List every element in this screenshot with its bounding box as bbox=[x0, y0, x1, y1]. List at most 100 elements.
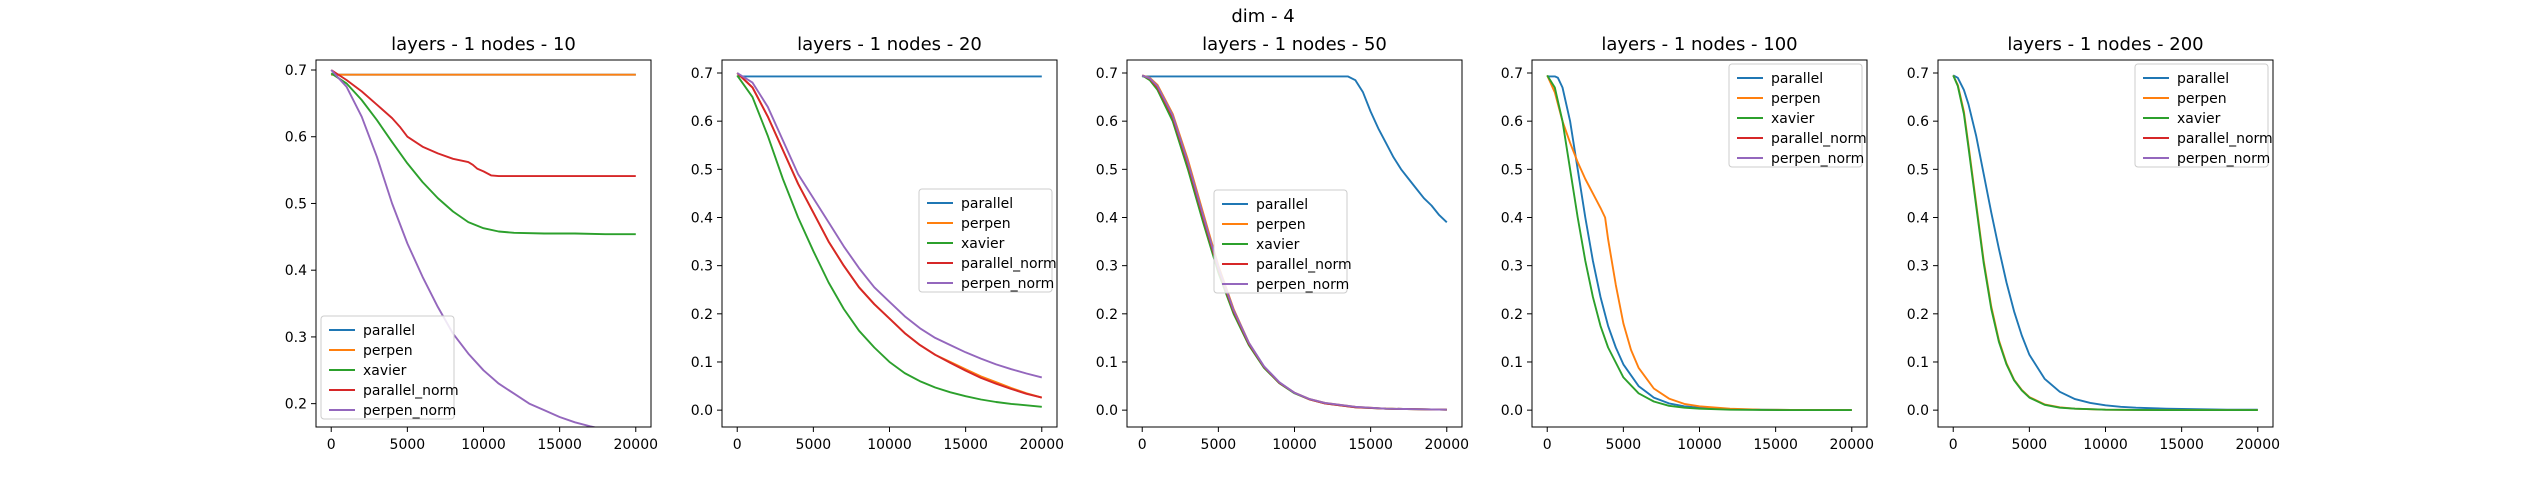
y-tick-label: 0.1 bbox=[1501, 355, 1523, 371]
y-tick-label: 0.0 bbox=[691, 403, 713, 419]
y-tick-label: 0.5 bbox=[285, 196, 307, 212]
x-tick-label: 5000 bbox=[390, 437, 426, 453]
x-tick-label: 20000 bbox=[2235, 437, 2280, 453]
y-tick-label: 0.4 bbox=[1907, 210, 1929, 226]
y-tick-label: 0.7 bbox=[1096, 66, 1118, 82]
legend-label-parallel: parallel bbox=[1771, 71, 1823, 87]
legend-label-xavier: xavier bbox=[363, 363, 407, 379]
y-tick-label: 0.2 bbox=[285, 397, 307, 413]
legend-label-xavier: xavier bbox=[2177, 111, 2221, 127]
x-tick-label: 0 bbox=[1949, 437, 1958, 453]
series-line-parallel bbox=[1952, 74, 2258, 411]
legend: parallel perpen xavier parallel_norm perpen_… bbox=[1728, 63, 1867, 168]
series-lines bbox=[736, 72, 1043, 408]
x-tick-label: 10000 bbox=[1677, 437, 1722, 453]
legend-box bbox=[1728, 63, 1863, 168]
y-tick-label: 0.6 bbox=[691, 114, 713, 130]
legend-box bbox=[2134, 63, 2269, 168]
legend-label-xavier: xavier bbox=[1771, 111, 1815, 127]
y-tick-label: 0.3 bbox=[1907, 259, 1929, 275]
y-tick-label: 0.4 bbox=[1096, 210, 1118, 226]
y-tick-label: 0.4 bbox=[1501, 210, 1523, 226]
x-tick-label: 20000 bbox=[613, 437, 658, 453]
y-tick-label: 0.2 bbox=[1907, 307, 1929, 323]
y-tick-label: 0.2 bbox=[691, 307, 713, 323]
y-tick-label: 0.2 bbox=[1501, 307, 1523, 323]
y-tick-label: 0.3 bbox=[1501, 259, 1523, 275]
y-tick-label: 0.6 bbox=[1096, 114, 1118, 130]
series-line-xavier bbox=[1952, 75, 2258, 412]
x-tick-label: 0 bbox=[327, 437, 336, 453]
y-tick-label: 0.7 bbox=[1501, 66, 1523, 82]
series-line-xavier bbox=[736, 74, 1042, 408]
x-tick-label: 10000 bbox=[867, 437, 912, 453]
y-tick-label: 0.6 bbox=[285, 130, 307, 146]
series-lines bbox=[1141, 74, 1448, 411]
y-tick-label: 0.3 bbox=[691, 259, 713, 275]
legend-label-perpen_norm: perpen_norm bbox=[363, 403, 456, 419]
y-tick-label: 0.1 bbox=[1907, 355, 1929, 371]
x-tick-label: 5000 bbox=[1201, 437, 1237, 453]
legend-label-parallel_norm: parallel_norm bbox=[1771, 131, 1867, 147]
y-tick-label: 0.1 bbox=[691, 355, 713, 371]
x-tick-label: 5000 bbox=[2012, 437, 2048, 453]
y-tick-label: 0.4 bbox=[691, 210, 713, 226]
legend-label-xavier: xavier bbox=[961, 236, 1005, 252]
series-line-perpen_norm bbox=[736, 72, 1043, 379]
x-tick-label: 10000 bbox=[2083, 437, 2128, 453]
legend-label-parallel: parallel bbox=[2177, 71, 2229, 87]
legend-label-perpen: perpen bbox=[1256, 217, 1306, 233]
figure-title: dim - 4 bbox=[1231, 6, 1294, 27]
y-tick-label: 0.4 bbox=[285, 263, 307, 279]
series-line-perpen_norm bbox=[1141, 74, 1447, 411]
series-lines bbox=[1952, 74, 2258, 412]
series-line-xavier bbox=[1546, 74, 1852, 412]
y-tick-label: 0.0 bbox=[1096, 403, 1118, 419]
y-tick-label: 0.5 bbox=[691, 162, 713, 178]
subplot-3: layers - 1 nodes - 50 0 5000 10000 15000 2000… bbox=[1096, 34, 1469, 453]
x-tick-label: 0 bbox=[1138, 437, 1147, 453]
legend: parallel perpen xavier parallel_norm perpen_… bbox=[918, 188, 1057, 293]
legend-label-parallel: parallel bbox=[1256, 197, 1308, 213]
legend-label-perpen: perpen bbox=[2177, 91, 2227, 107]
legend-label-parallel_norm: parallel_norm bbox=[363, 383, 459, 399]
x-tick-label: 20000 bbox=[1829, 437, 1874, 453]
subplot-1: layers - 1 nodes - 10 0 5000 10000 15000 2000… bbox=[285, 34, 658, 453]
legend-label-perpen: perpen bbox=[1771, 91, 1821, 107]
legend-label-perpen_norm: perpen_norm bbox=[1256, 277, 1349, 293]
legend: parallel perpen xavier parallel_norm perpen_… bbox=[2134, 63, 2273, 168]
y-tick-label: 0.0 bbox=[1501, 403, 1523, 419]
legend-label-parallel_norm: parallel_norm bbox=[961, 256, 1057, 272]
y-tick-label: 0.6 bbox=[1501, 114, 1523, 130]
x-tick-label: 15000 bbox=[1348, 437, 1393, 453]
x-tick-label: 0 bbox=[1543, 437, 1552, 453]
y-tick-label: 0.7 bbox=[285, 63, 307, 79]
legend-label-perpen_norm: perpen_norm bbox=[1771, 151, 1864, 167]
y-tick-label: 0.5 bbox=[1907, 162, 1929, 178]
subplot-5: layers - 1 nodes - 200 0 5000 10000 15000 200… bbox=[1907, 34, 2280, 453]
x-tick-label: 15000 bbox=[2159, 437, 2204, 453]
y-tick-label: 0.2 bbox=[1096, 307, 1118, 323]
x-tick-label: 15000 bbox=[537, 437, 582, 453]
series-lines bbox=[1546, 74, 1852, 412]
subplot-title: layers - 1 nodes - 100 bbox=[1601, 34, 1797, 55]
legend-label-perpen_norm: perpen_norm bbox=[2177, 151, 2270, 167]
y-tick-label: 0.3 bbox=[1096, 259, 1118, 275]
subplot-2: layers - 1 nodes - 20 0 5000 10000 15000 2000… bbox=[691, 34, 1064, 453]
legend-label-perpen: perpen bbox=[961, 216, 1011, 232]
legend-box bbox=[320, 315, 455, 420]
legend-box bbox=[918, 188, 1053, 293]
legend-label-xavier: xavier bbox=[1256, 237, 1300, 253]
y-tick-label: 0.6 bbox=[1907, 114, 1929, 130]
subplot-title: layers - 1 nodes - 200 bbox=[2007, 34, 2203, 55]
x-tick-label: 15000 bbox=[943, 437, 988, 453]
legend-label-parallel_norm: parallel_norm bbox=[2177, 131, 2273, 147]
subplot-title: layers - 1 nodes - 50 bbox=[1202, 34, 1387, 55]
x-tick-label: 10000 bbox=[1272, 437, 1317, 453]
legend-box bbox=[1213, 189, 1348, 294]
series-line-perpen_norm bbox=[330, 69, 598, 427]
panels: layers - 1 nodes - 100 5000 10000 15000 2000… bbox=[285, 34, 2280, 453]
x-tick-label: 10000 bbox=[461, 437, 506, 453]
x-tick-label: 5000 bbox=[796, 437, 832, 453]
